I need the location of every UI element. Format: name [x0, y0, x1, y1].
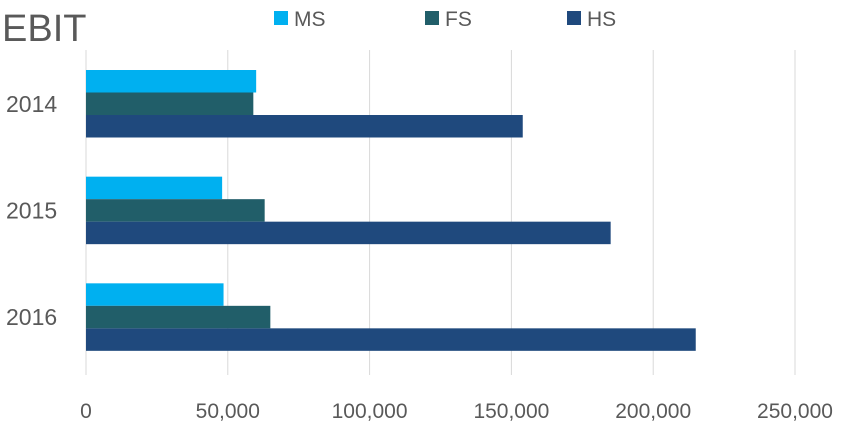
x-tick-label: 50,000: [196, 400, 260, 423]
bars: [86, 70, 696, 351]
legend-swatch-fs: [425, 11, 439, 25]
x-tick-label: 0: [80, 400, 92, 423]
bar-hs-2016: [86, 328, 696, 351]
bar-hs-2014: [86, 115, 523, 138]
x-tick-label: 250,000: [757, 400, 833, 423]
bar-fs-2015: [86, 199, 265, 222]
bar-ms-2015: [86, 176, 223, 200]
category-label: 2015: [6, 197, 57, 223]
legend-swatch-ms: [274, 11, 288, 25]
bar-ms-2016: [86, 283, 224, 306]
category-label: 2016: [6, 304, 57, 330]
bar-ms-2014: [86, 70, 257, 93]
legend-swatch-hs: [567, 11, 581, 25]
bar-hs-2015: [86, 221, 611, 245]
legend-label-fs: FS: [445, 8, 472, 31]
x-tick-label: 150,000: [473, 400, 549, 423]
x-tick-label: 100,000: [332, 400, 408, 423]
x-tick-label: 200,000: [615, 400, 691, 423]
bar-fs-2014: [86, 92, 254, 115]
legend-label-hs: HS: [587, 8, 616, 31]
chart-title: EBIT: [2, 8, 86, 50]
category-label: 2014: [6, 91, 57, 117]
x-tick-labels: 0 50,000 100,000 150,000 200,000 250,000: [80, 400, 833, 423]
legend: MS FS HS: [274, 8, 616, 31]
legend-label-ms: MS: [294, 8, 326, 31]
category-labels: 2014 2015 2016: [6, 91, 57, 330]
bar-fs-2016: [86, 305, 271, 329]
